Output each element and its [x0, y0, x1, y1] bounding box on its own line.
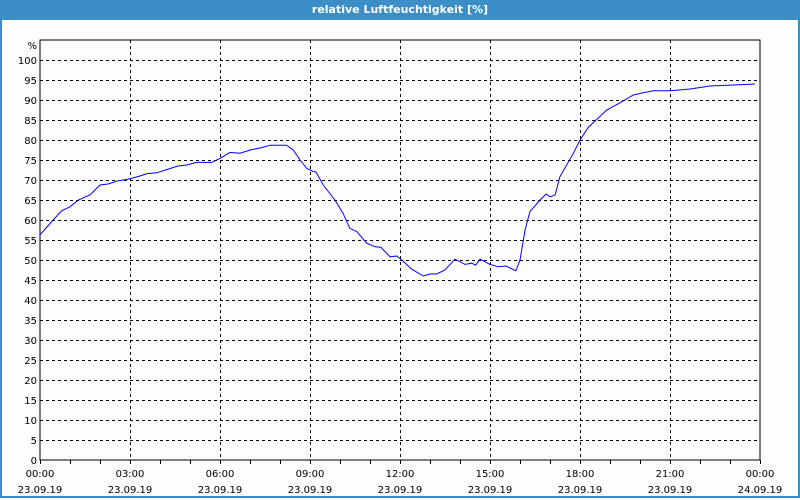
y-tick-label: 90: [24, 96, 37, 107]
x-tick-time: 15:00: [476, 469, 505, 480]
y-tick-label: 50: [24, 256, 37, 267]
y-tick-label: 75: [24, 156, 37, 167]
x-tick-date: 23.09.19: [108, 485, 153, 496]
y-tick-label: 10: [24, 416, 37, 427]
x-tick-date: 23.09.19: [378, 485, 423, 496]
x-tick-date: 23.09.19: [288, 485, 333, 496]
y-tick-label: 0: [31, 456, 37, 467]
y-tick-label: 25: [24, 356, 37, 367]
x-tick-time: 12:00: [386, 469, 415, 480]
y-tick-label: 100: [18, 56, 37, 67]
x-tick-time: 00:00: [26, 469, 55, 480]
y-tick-label: 60: [24, 216, 37, 227]
y-tick-label: 70: [24, 176, 37, 187]
x-tick-date: 23.09.19: [648, 485, 693, 496]
x-tick-time: 18:00: [566, 469, 595, 480]
x-tick-time: 06:00: [206, 469, 235, 480]
y-tick-label: 80: [24, 136, 37, 147]
x-tick-time: 21:00: [656, 469, 685, 480]
x-tick-date: 23.09.19: [558, 485, 603, 496]
x-tick-date: 24.09.19: [738, 485, 783, 496]
y-tick-label: 15: [24, 396, 37, 407]
x-tick-time: 03:00: [116, 469, 145, 480]
y-tick-label: 30: [24, 336, 37, 347]
y-tick-label: 55: [24, 236, 37, 247]
y-tick-label: 5: [31, 436, 37, 447]
y-tick-label: 95: [24, 76, 37, 87]
y-tick-label: 45: [24, 276, 37, 287]
x-tick-date: 23.09.19: [468, 485, 513, 496]
y-tick-label: 85: [24, 116, 37, 127]
x-tick-time: 00:00: [746, 469, 775, 480]
y-tick-label: 40: [24, 296, 37, 307]
chart-title: relative Luftfeuchtigkeit [%]: [0, 0, 800, 20]
y-tick-label: 35: [24, 316, 37, 327]
y-tick-label: 20: [24, 376, 37, 387]
y-tick-label: 65: [24, 196, 37, 207]
x-tick-time: 09:00: [296, 469, 325, 480]
x-tick-date: 23.09.19: [18, 485, 63, 496]
y-axis-unit: %: [27, 41, 37, 52]
series-line-humidity: [39, 83, 755, 277]
x-tick-date: 23.09.19: [198, 485, 243, 496]
